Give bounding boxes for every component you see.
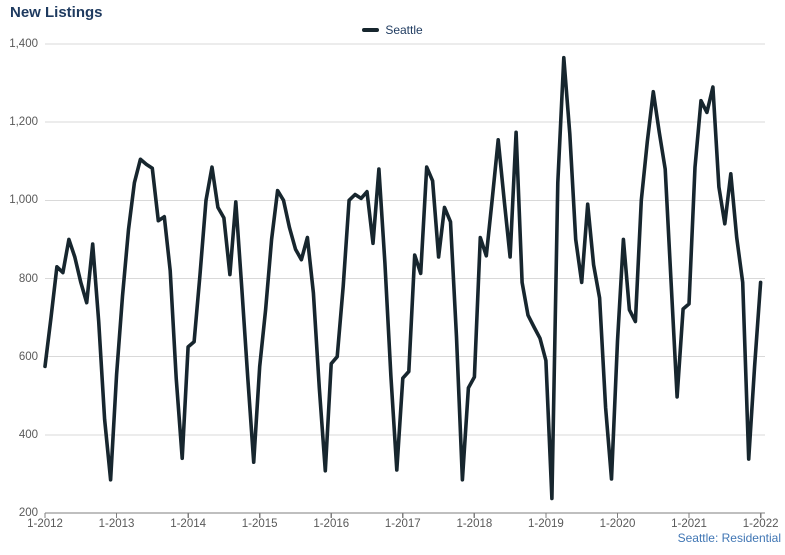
- y-axis-label: 1,200: [9, 116, 38, 129]
- x-axis-label: 1-2012: [27, 518, 63, 530]
- x-axis-label: 1-2021: [671, 518, 707, 530]
- x-axis-label: 1-2020: [599, 518, 636, 530]
- legend[interactable]: Seattle: [0, 22, 785, 38]
- x-axis-label: 1-2016: [313, 518, 350, 530]
- y-axis-label: 200: [18, 507, 38, 519]
- legend-label: Seattle: [385, 23, 423, 37]
- source-note: Seattle: Residential: [677, 531, 781, 545]
- series-line-seattle[interactable]: [43, 55, 763, 501]
- x-axis-label: 1-2015: [241, 518, 278, 530]
- x-axis-label: 1-2022: [742, 518, 779, 530]
- x-axis-label: 1-2019: [528, 518, 564, 530]
- x-axis-label: 1-2013: [98, 518, 135, 530]
- y-axis-label: 1,000: [9, 194, 38, 207]
- y-axis-label: 400: [18, 428, 38, 441]
- y-axis-label: 600: [18, 350, 38, 363]
- legend-line-swatch: [362, 28, 380, 32]
- x-axis-label: 1-2014: [170, 518, 207, 530]
- y-axis-label: 1,400: [9, 38, 38, 50]
- chart-title: New Listings: [10, 4, 103, 21]
- x-axis-label: 1-2017: [384, 518, 421, 530]
- x-axis-label: 1-2018: [456, 518, 493, 530]
- y-axis-label: 800: [18, 272, 38, 285]
